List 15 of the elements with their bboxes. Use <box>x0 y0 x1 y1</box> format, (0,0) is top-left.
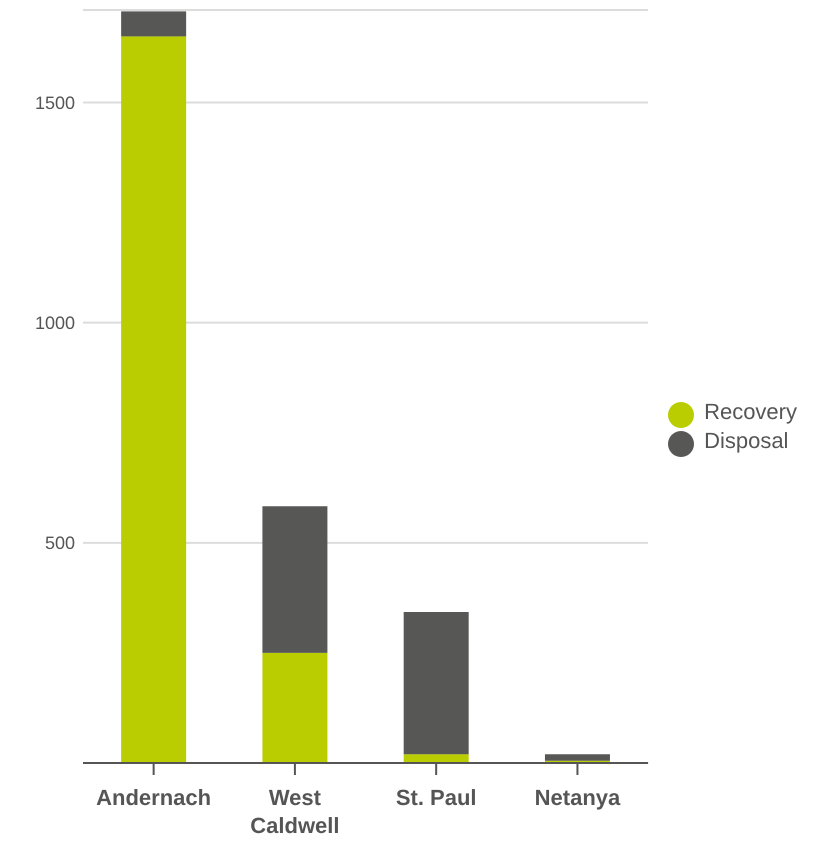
x-tick-label: Andernach <box>96 785 212 810</box>
y-tick-label: 500 <box>44 533 75 554</box>
bar <box>404 754 469 763</box>
y-tick-label: 1000 <box>34 313 75 334</box>
bar <box>404 612 469 754</box>
legend-label: Recovery <box>704 399 797 424</box>
y-tick-label: 1500 <box>34 92 75 113</box>
bar <box>262 652 328 763</box>
x-tick-label: Netanya <box>534 785 622 810</box>
legend-label: Disposal <box>704 428 788 453</box>
x-tick-label: West Caldwell <box>250 785 340 838</box>
bar <box>121 11 186 36</box>
x-tick-label: St. Paul <box>396 785 477 810</box>
bar <box>121 36 186 763</box>
bar <box>262 506 328 653</box>
